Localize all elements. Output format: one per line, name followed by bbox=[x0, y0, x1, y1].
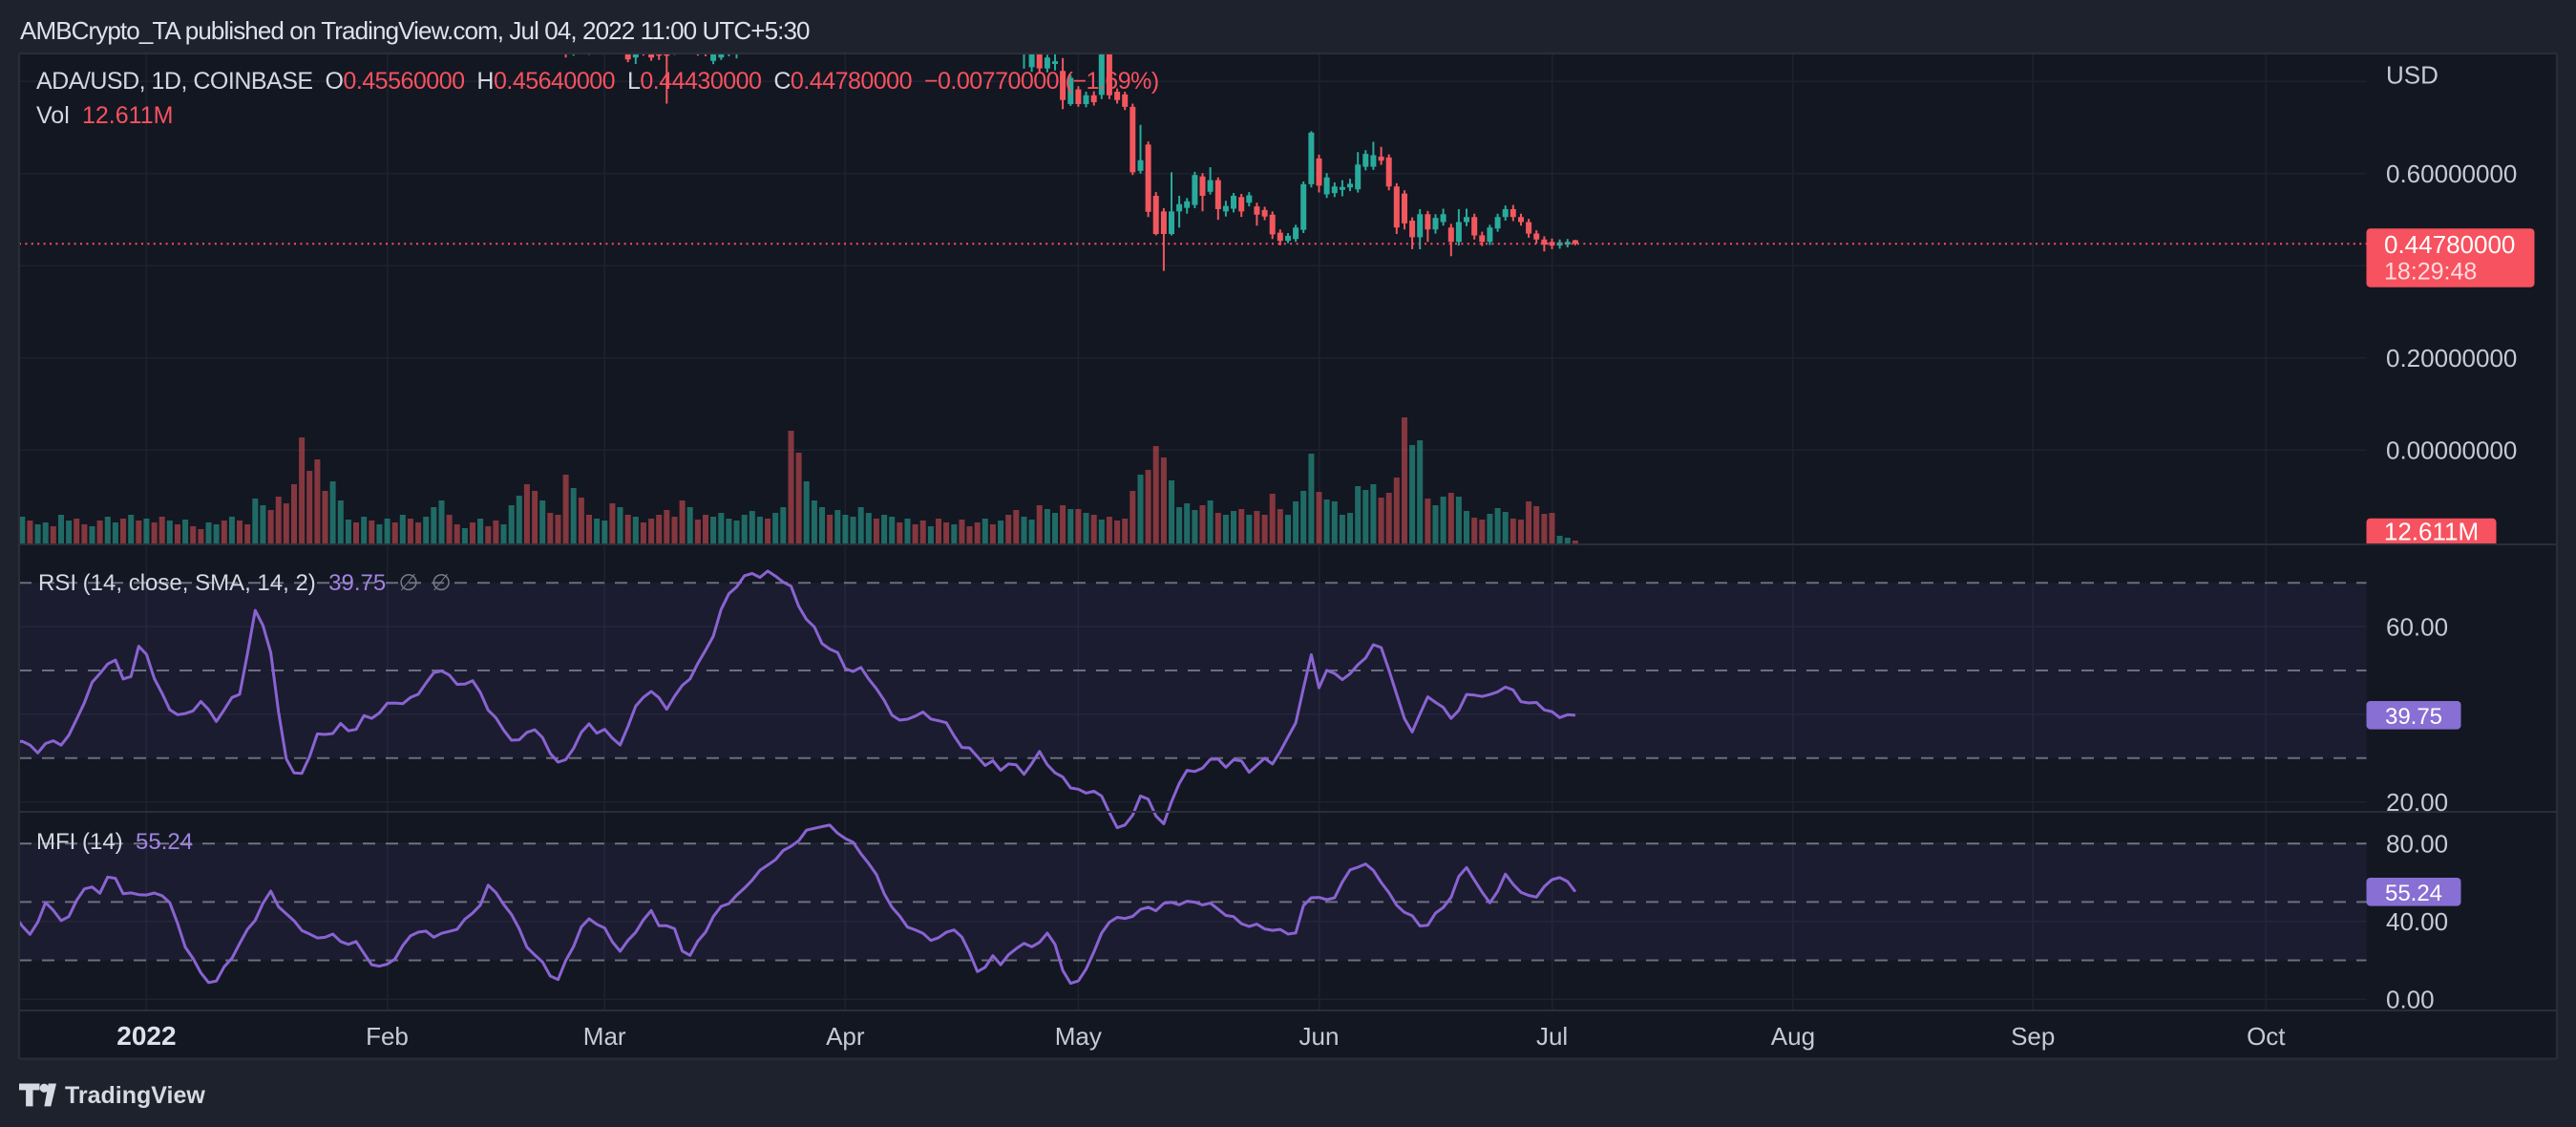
svg-text:39.75: 39.75 bbox=[2385, 704, 2442, 730]
svg-text:2022: 2022 bbox=[116, 1021, 176, 1051]
svg-text:Vol: Vol bbox=[36, 102, 70, 129]
svg-text:May: May bbox=[1055, 1022, 1102, 1051]
svg-text:40.00: 40.00 bbox=[2386, 907, 2448, 936]
svg-text:0.20000000: 0.20000000 bbox=[2386, 344, 2517, 372]
svg-text:Oct: Oct bbox=[2247, 1022, 2286, 1051]
svg-text:AMBCrypto_TA published on Trad: AMBCrypto_TA published on TradingView.co… bbox=[20, 16, 810, 45]
svg-text:60.00: 60.00 bbox=[2386, 613, 2448, 642]
svg-text:Aug: Aug bbox=[1771, 1022, 1815, 1051]
svg-text:Feb: Feb bbox=[366, 1022, 409, 1051]
svg-text:MFI (14) 55.24: MFI (14) 55.24 bbox=[36, 829, 193, 855]
svg-text:0.44780000: 0.44780000 bbox=[2384, 230, 2515, 259]
svg-text:55.24: 55.24 bbox=[2385, 881, 2442, 906]
svg-text:Apr: Apr bbox=[826, 1022, 865, 1051]
svg-text:USD: USD bbox=[2386, 60, 2439, 89]
svg-text:80.00: 80.00 bbox=[2386, 830, 2448, 859]
svg-text:0.00000000: 0.00000000 bbox=[2386, 436, 2517, 465]
svg-text:TradingView: TradingView bbox=[65, 1082, 205, 1109]
svg-text:0.60000000: 0.60000000 bbox=[2386, 159, 2517, 188]
svg-text:12.611M: 12.611M bbox=[2384, 518, 2479, 546]
svg-text:20.00: 20.00 bbox=[2386, 788, 2448, 817]
svg-text:12.611M: 12.611M bbox=[82, 102, 173, 129]
svg-text:18:29:48: 18:29:48 bbox=[2384, 259, 2477, 286]
svg-text:Mar: Mar bbox=[583, 1022, 626, 1051]
svg-text:ADA/USD, 1D, COINBASE O0.4556: ADA/USD, 1D, COINBASE O0.45560000 H0.456… bbox=[36, 68, 1159, 95]
svg-text:Jun: Jun bbox=[1299, 1022, 1340, 1051]
svg-text:0.00: 0.00 bbox=[2386, 986, 2435, 1014]
svg-text:Jul: Jul bbox=[1536, 1022, 1568, 1051]
svg-text:RSI (14, close, SMA, 14, 2) 3: RSI (14, close, SMA, 14, 2) 39.75 ∅ ∅ bbox=[38, 570, 452, 596]
svg-text:Sep: Sep bbox=[2011, 1022, 2055, 1051]
